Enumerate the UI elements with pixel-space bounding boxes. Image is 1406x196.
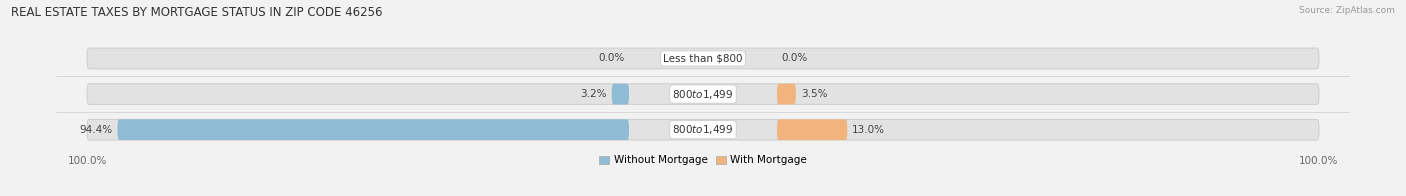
FancyBboxPatch shape (778, 84, 796, 104)
Text: Source: ZipAtlas.com: Source: ZipAtlas.com (1299, 6, 1395, 15)
Text: 3.5%: 3.5% (801, 89, 827, 99)
Text: Less than $800: Less than $800 (664, 54, 742, 64)
FancyBboxPatch shape (612, 84, 628, 104)
Text: $800 to $1,499: $800 to $1,499 (672, 88, 734, 101)
FancyBboxPatch shape (87, 119, 1319, 140)
FancyBboxPatch shape (87, 84, 1319, 104)
FancyBboxPatch shape (778, 119, 848, 140)
Text: 0.0%: 0.0% (782, 54, 808, 64)
Text: 94.4%: 94.4% (79, 125, 112, 135)
Text: 0.0%: 0.0% (598, 54, 624, 64)
Text: $800 to $1,499: $800 to $1,499 (672, 123, 734, 136)
Text: REAL ESTATE TAXES BY MORTGAGE STATUS IN ZIP CODE 46256: REAL ESTATE TAXES BY MORTGAGE STATUS IN … (11, 6, 382, 19)
Text: 3.2%: 3.2% (581, 89, 607, 99)
Text: 13.0%: 13.0% (852, 125, 886, 135)
FancyBboxPatch shape (117, 119, 628, 140)
FancyBboxPatch shape (87, 48, 1319, 69)
Legend: Without Mortgage, With Mortgage: Without Mortgage, With Mortgage (599, 155, 807, 165)
